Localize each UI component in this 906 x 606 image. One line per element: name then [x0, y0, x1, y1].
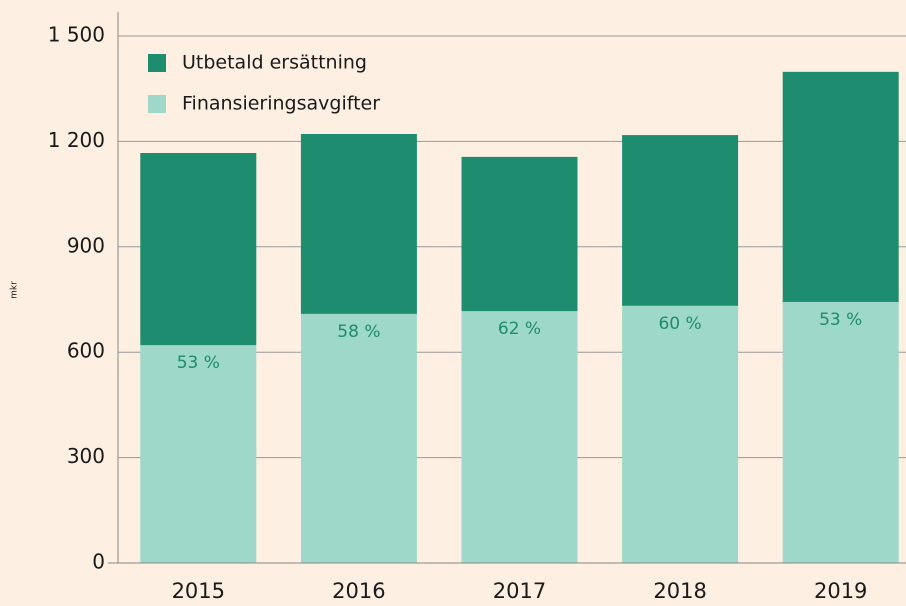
x-tick-label: 2015 — [172, 579, 225, 603]
bar-segment — [461, 156, 578, 312]
legend-label: Utbetald ersättning — [182, 52, 367, 74]
value-label: 53 % — [819, 310, 862, 330]
bar-segment — [140, 345, 257, 563]
y-tick-label: 300 — [67, 444, 105, 468]
y-tick-label: 0 — [92, 550, 105, 574]
value-label: 60 % — [658, 314, 701, 334]
legend-label: Finansieringsavgifter — [182, 93, 380, 115]
x-tick-label: 2017 — [493, 579, 546, 603]
x-tick-label: 2016 — [332, 579, 385, 603]
bar-segment — [300, 134, 417, 314]
value-label: 62 % — [498, 319, 541, 339]
value-label: 58 % — [337, 322, 380, 342]
bar-segment — [622, 135, 739, 306]
x-tick-label: 2018 — [653, 579, 706, 603]
y-tick-label: 1 500 — [48, 23, 105, 47]
y-tick-label: 600 — [67, 339, 105, 363]
bar-segment — [461, 311, 578, 563]
bar-segment — [782, 301, 899, 563]
y-tick-label: 1 200 — [48, 128, 105, 152]
y-tick-label: 900 — [67, 233, 105, 257]
legend-swatch — [148, 95, 166, 113]
value-label: 53 % — [177, 353, 220, 373]
legend-swatch — [148, 54, 166, 72]
x-tick-label: 2019 — [814, 579, 867, 603]
bar-segment — [300, 313, 417, 563]
bar-segment — [622, 305, 739, 563]
bar-segment — [140, 152, 257, 346]
bar-segment — [782, 71, 899, 302]
y-axis-label: mkr — [10, 281, 20, 299]
